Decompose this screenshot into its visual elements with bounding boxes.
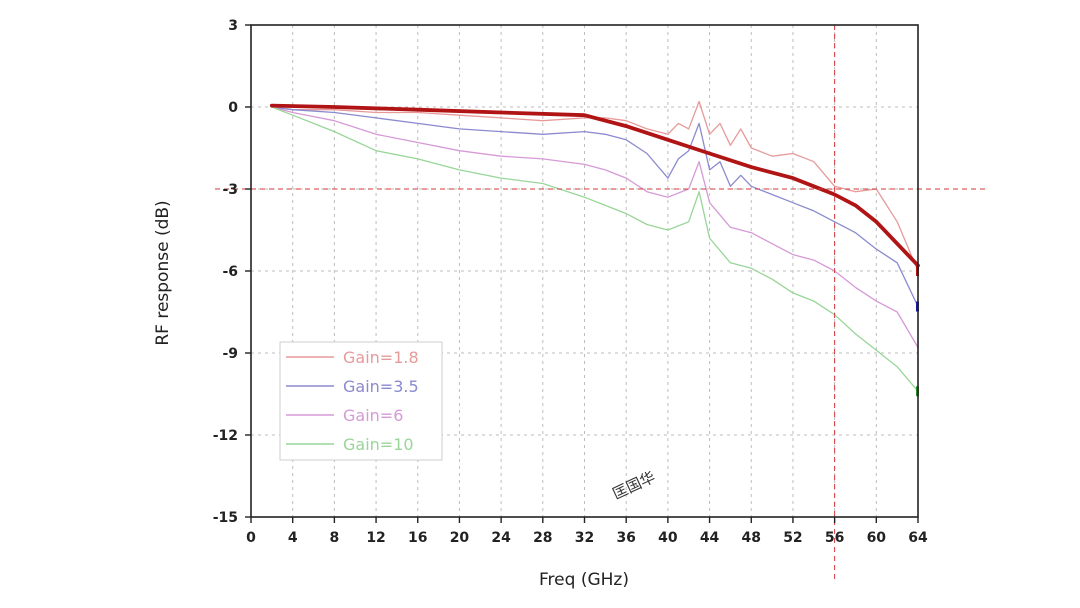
- x-tick-label: 52: [783, 530, 802, 546]
- x-tick-label: 44: [700, 530, 720, 546]
- x-tick-label: 56: [825, 530, 844, 546]
- fitted-response-line: [269, 103, 920, 268]
- x-axis-title: Freq (GHz): [539, 570, 629, 590]
- x-tick-label: 60: [867, 530, 887, 546]
- watermark-text: 匡国华: [610, 468, 658, 503]
- x-tick-label: 32: [575, 530, 594, 546]
- y-tick-label: -15: [213, 510, 238, 526]
- series-line-gain-1.8: [271, 100, 919, 272]
- axis-ticks: 0 4 8 12 16 20 24 28 32 36 40 44 48 52 56 60 6430-3-6-9-…: [213, 18, 928, 546]
- x-tick-label: 40: [658, 530, 678, 546]
- x-tick-label: 20: [450, 530, 470, 546]
- y-tick-label: 3: [228, 18, 238, 34]
- y-tick-label: -9: [222, 346, 238, 362]
- legend-label: Gain=1.8: [343, 348, 419, 367]
- series-line-gain-3.5: [271, 106, 919, 308]
- x-tick-label: 24: [491, 530, 511, 546]
- x-tick-label: 28: [533, 530, 552, 546]
- x-tick-label: 8: [330, 530, 340, 546]
- series-line-gain-6: [271, 106, 919, 349]
- legend-box: [279, 341, 443, 461]
- y-tick-label: -12: [213, 428, 238, 444]
- x-tick-label: 36: [616, 530, 635, 546]
- x-tick-label: 12: [366, 530, 385, 546]
- x-tick-label: 4: [288, 530, 298, 546]
- y-axis-title: RF response (dB): [153, 200, 173, 345]
- x-tick-label: 16: [408, 530, 427, 546]
- y-tick-label: 0: [228, 100, 238, 116]
- legend-label: Gain=10: [343, 435, 414, 454]
- x-tick-label: 0: [246, 530, 256, 546]
- legend: Gain=1.8 Gain=3.5 Gain=6 Gain=10: [279, 341, 443, 461]
- y-tick-label: -6: [222, 264, 238, 280]
- x-tick-label: 48: [742, 530, 761, 546]
- x-tick-label: 64: [908, 530, 928, 546]
- reference-lines: [215, 25, 988, 582]
- legend-label: Gain=3.5: [343, 377, 419, 396]
- series-line-gain-10: [271, 106, 919, 392]
- y-tick-label: -3: [222, 182, 238, 198]
- legend-label: Gain=6: [343, 406, 403, 425]
